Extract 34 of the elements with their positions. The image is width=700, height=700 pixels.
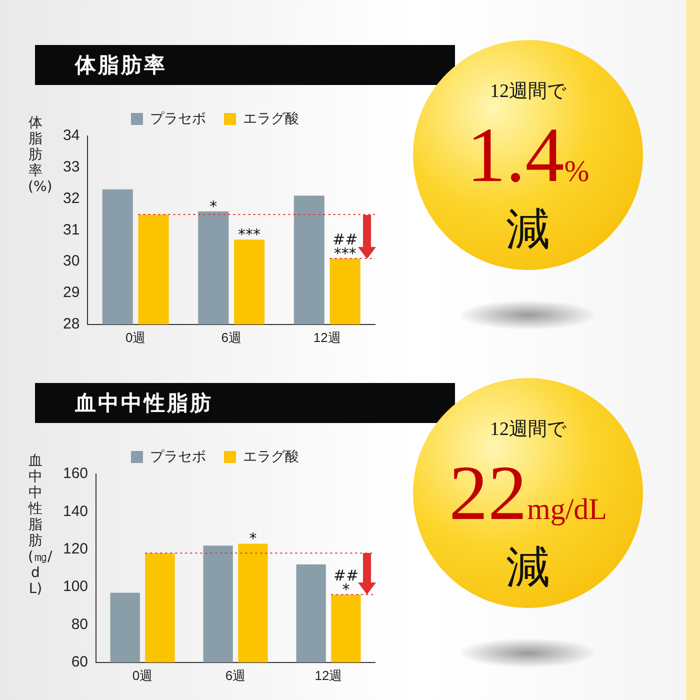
y-tick-label: 29 [62,284,80,302]
x-tick-label: 6週 [221,330,242,345]
y-axis-title: 体脂肪率(%) [28,115,52,195]
x-tick-label: 12週 [314,668,342,683]
y-tick-label: 60 [71,654,88,671]
x-tick-label: 12週 [313,330,341,345]
y-tick-label: 100 [62,578,88,596]
legend-label: プラセボ [150,110,206,126]
y-tick-label: 120 [62,540,88,558]
circle-badge: 12週間で 22mg/dL 減 [413,378,643,608]
y-tick-label: 32 [62,190,80,207]
annotation: * [210,197,218,216]
y-tick-label: 28 [62,316,80,333]
annotation: ## * [333,566,359,598]
chart-title: 血中中性脂肪 [35,383,455,423]
circle-badge: 12週間で 1.4% 減 [413,40,643,270]
annotation: * [249,530,258,548]
chart-title: 体脂肪率 [35,45,455,85]
y-tick-label: 30 [62,252,80,270]
x-tick-label: 0週 [125,330,146,345]
legend-label: エラグ酸 [243,110,299,126]
annotation: ## *** [332,230,358,262]
x-tick-label: 0週 [132,668,153,683]
y-tick-label: 160 [62,465,88,482]
legend-label: プラセボ [150,448,206,464]
y-tick-label: 80 [71,616,88,633]
text: 血中中性脂肪(㎎/dL) [28,453,52,597]
legend-label: エラグ酸 [243,448,299,464]
y-tick-label: 34 [62,127,80,144]
y-tick-label: 31 [62,221,80,238]
x-tick-label: 6週 [225,668,246,683]
annotation: *** [238,226,262,244]
y-tick-label: 140 [62,502,88,520]
y-tick-label: 33 [62,158,80,176]
